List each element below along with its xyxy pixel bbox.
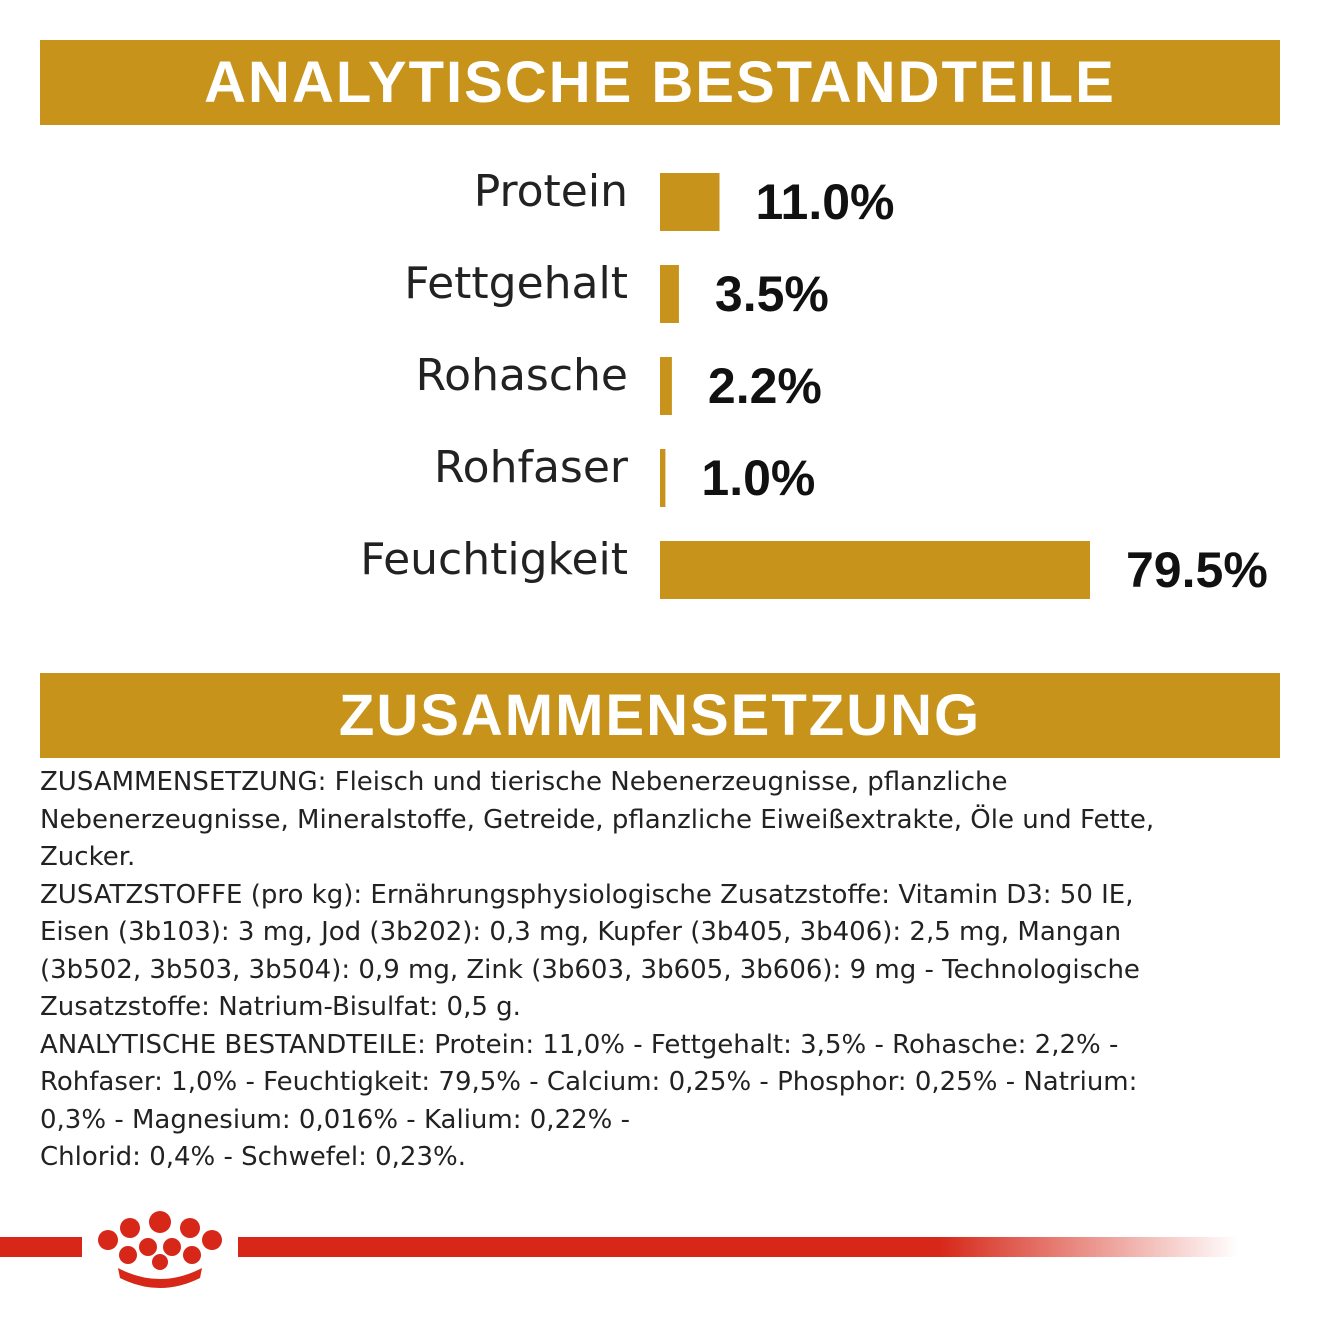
chart: Protein 11.0% Fettgehalt 3.5% Rohasche 2.2% Ro…	[360, 166, 1268, 599]
value-label: 1.0%	[701, 450, 815, 506]
text-line: Chlorid: 0,4% - Schwefel: 0,23%.	[40, 1142, 466, 1172]
text-line: ZUSATZSTOFFE (pro kg): Ernährungsphysiol…	[40, 879, 1134, 910]
section-header: ZUSAMMENSETZUNG	[40, 673, 1280, 758]
category-label: Feuchtigkeit	[360, 534, 628, 585]
brand-line	[0, 1237, 82, 1257]
category-label: Fettgehalt	[404, 258, 628, 309]
value-label: 3.5%	[715, 266, 829, 322]
brand-line	[238, 1237, 1238, 1257]
bar	[660, 265, 679, 323]
value-label: 79.5%	[1126, 542, 1268, 598]
text-line: Eisen (3b103): 3 mg, Jod (3b202): 0,3 mg…	[40, 917, 1122, 947]
category-label: Rohfaser	[434, 442, 629, 493]
composition-text: ZUSAMMENSETZUNG: Fleisch und tierische N…	[40, 764, 1154, 1177]
footer	[0, 1211, 1238, 1288]
bar	[660, 541, 1090, 599]
text-line: Rohfaser: 1,0% - Feuchtigkeit: 79,5% - C…	[40, 1067, 1138, 1097]
text-line: 0,3% - Magnesium: 0,016% - Kalium: 0,22%…	[40, 1104, 631, 1135]
category-label: Protein	[474, 166, 628, 217]
bar	[660, 357, 672, 415]
text-line: Zusatzstoffe: Natrium-Bisulfat: 0,5 g.	[40, 992, 521, 1022]
value-label: 11.0%	[755, 174, 894, 230]
value-label: 2.2%	[708, 358, 822, 414]
text-line: (3b502, 3b503, 3b504): 0,9 mg, Zink (3b6…	[40, 954, 1140, 985]
section-header: ANALYTISCHE BESTANDTEILE	[40, 40, 1280, 125]
text-line: ZUSAMMENSETZUNG: Fleisch und tierische N…	[40, 767, 1008, 797]
bar	[660, 449, 666, 507]
text-line: Nebenerzeugnisse, Mineralstoffe, Getreid…	[40, 804, 1155, 835]
category-label: Rohasche	[416, 350, 628, 401]
crown-logo	[98, 1211, 222, 1288]
text-line: ANALYTISCHE BESTANDTEILE: Protein: 11,0%…	[40, 1029, 1119, 1060]
text-line: Zucker.	[40, 842, 136, 872]
bar	[660, 173, 720, 231]
